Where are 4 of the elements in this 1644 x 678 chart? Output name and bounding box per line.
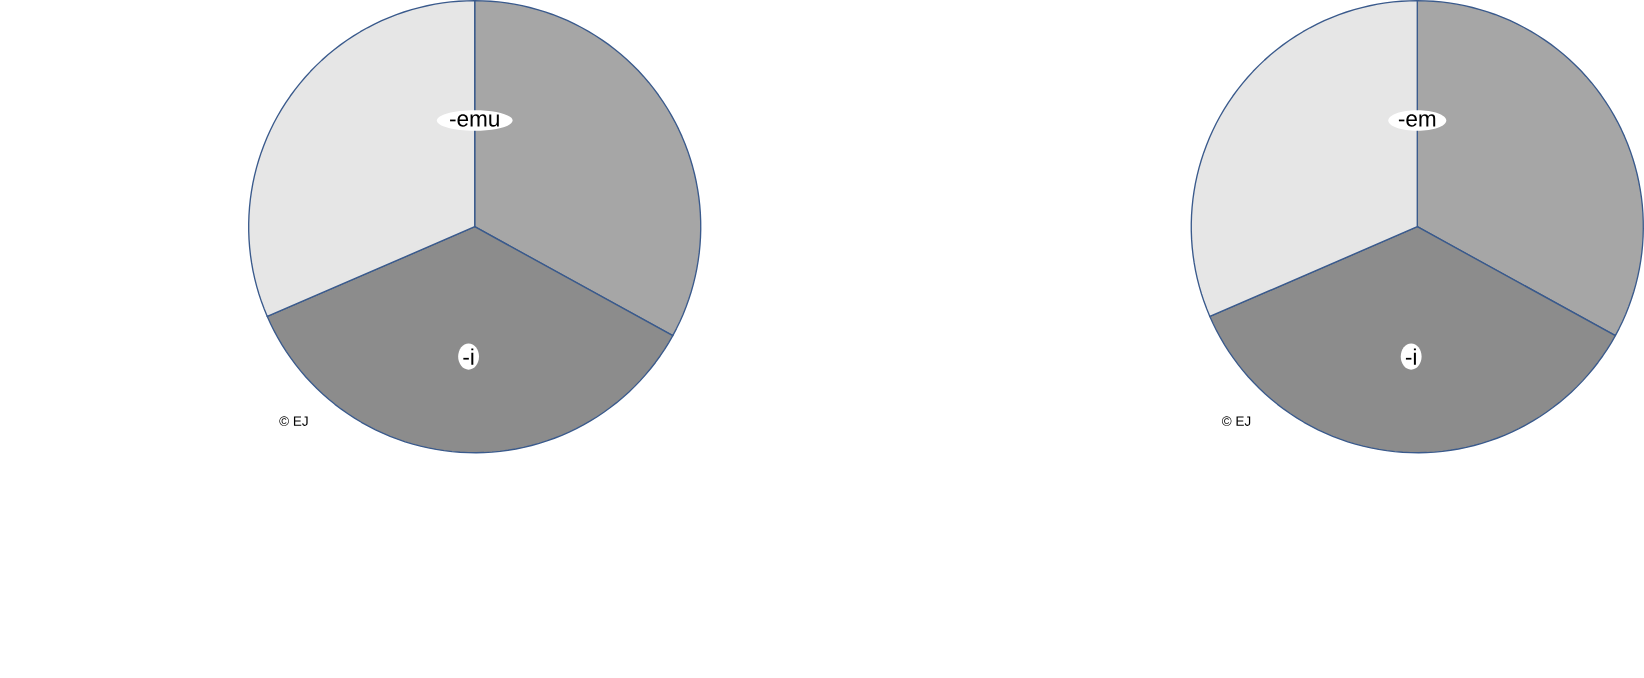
slice-label: -i [1405,348,1416,365]
slice-label: -i [463,348,474,365]
text: -emu [450,113,499,127]
text: -em [1398,113,1436,127]
